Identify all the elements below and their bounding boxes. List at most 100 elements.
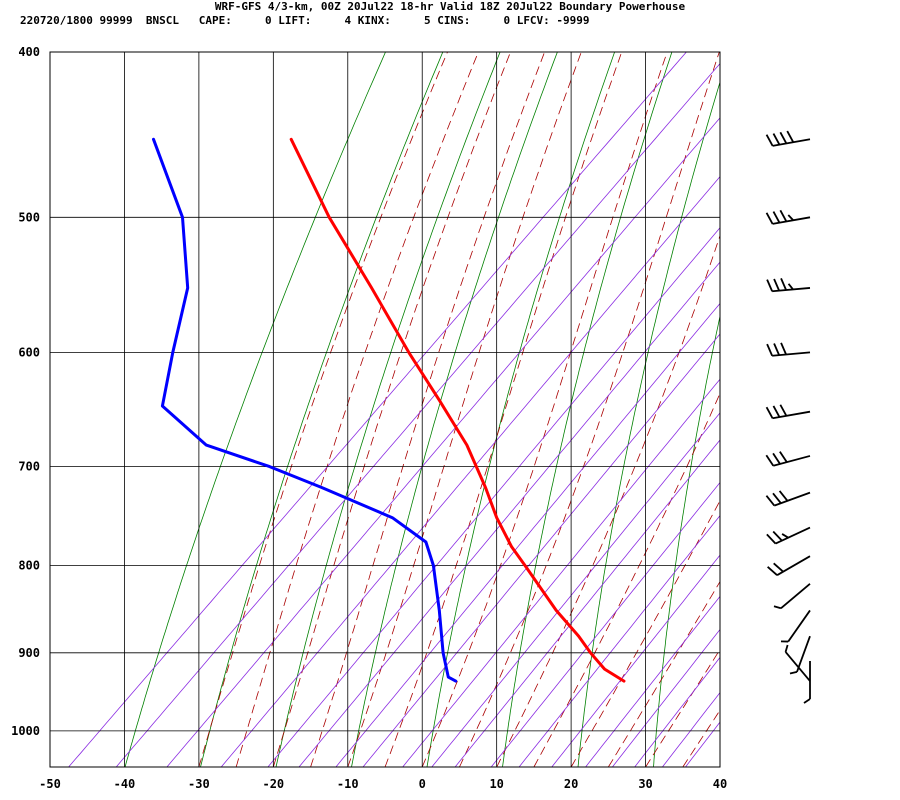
x-tick-label: 40: [713, 777, 727, 791]
dry-adiabat: [653, 314, 720, 767]
wind-barb-feather: [772, 405, 781, 418]
dry-adiabat: [805, 52, 900, 767]
x-tick-label: -50: [39, 777, 61, 791]
wind-barb: [780, 609, 811, 643]
wind-barb-feather: [773, 605, 782, 610]
y-tick-label: 700: [18, 460, 40, 474]
moist-adiabat: [310, 52, 545, 767]
wind-barb-feather: [779, 451, 788, 463]
wind-barb-feather: [765, 134, 774, 147]
wind-barb-feather: [789, 670, 798, 675]
thermo-background: [68, 52, 900, 767]
temperature-line: [289, 137, 626, 683]
wind-barb: [766, 526, 811, 545]
wind-barb: [784, 644, 811, 682]
dry-adiabat: [502, 52, 673, 767]
y-tick-label: 500: [18, 210, 40, 224]
wind-barb-feather: [765, 212, 774, 225]
dry-adiabat: [275, 52, 501, 767]
y-tick-label: 600: [18, 345, 40, 359]
moist-adiabat: [421, 52, 668, 767]
mixing-ratio-line: [267, 227, 720, 767]
wind-barb: [765, 404, 811, 420]
wind-barb-feather: [787, 214, 794, 221]
wind-barb: [789, 635, 811, 675]
wind-barb-feather: [803, 698, 811, 704]
x-tick-label: 20: [564, 777, 578, 791]
wind-barb-feather: [781, 533, 789, 539]
wind-barb-feather: [765, 495, 775, 507]
wind-barb-shaft: [776, 555, 811, 576]
wind-barb: [773, 583, 811, 610]
dry-adiabat: [880, 52, 900, 767]
wind-barb-shaft: [780, 583, 811, 609]
mixing-ratio-line: [585, 595, 720, 767]
y-tick-label: 800: [18, 559, 40, 573]
wind-barb-shaft: [775, 526, 811, 545]
mixing-ratio-line: [115, 62, 720, 767]
x-tick-label: -10: [337, 777, 359, 791]
mixing-ratio-line: [68, 52, 687, 767]
dry-adiabat: [577, 80, 720, 767]
moist-adiabat: [384, 52, 623, 767]
mixing-ratio-line: [362, 333, 720, 767]
mixing-ratio-line: [634, 656, 720, 767]
x-tick-labels: -50 -40 -30 -20 -10 0 10 20 30 40: [39, 777, 727, 791]
x-tick-label: -30: [188, 777, 210, 791]
wind-barb-feather: [772, 452, 781, 465]
mixing-ratio-line: [166, 117, 720, 767]
wind-barb-feather: [779, 209, 788, 222]
wind-barb-feather: [787, 283, 794, 290]
moist-adiabat: [459, 52, 720, 767]
mixing-ratio-line: [454, 439, 720, 767]
mixing-ratio-line: [518, 514, 720, 767]
wind-barb-feather: [772, 211, 781, 224]
wind-barb: [766, 342, 811, 357]
dewpoint-line: [152, 137, 458, 683]
y-tick-label: 900: [18, 646, 40, 660]
wind-barb-feather: [773, 343, 780, 356]
dry-adiabat: [426, 52, 615, 767]
x-tick-label: 30: [638, 777, 652, 791]
wind-barb-feather: [780, 342, 787, 355]
y-tick-label: 1000: [11, 724, 40, 738]
wind-barb-feather: [784, 644, 789, 653]
moist-adiabat: [719, 766, 720, 767]
x-tick-label: -40: [114, 777, 136, 791]
mixing-ratio-line: [402, 378, 720, 767]
moist-adiabat: [347, 52, 582, 767]
mixing-ratio-line: [612, 628, 720, 767]
plot-frame: [49, 51, 721, 768]
mixing-ratio-line: [431, 412, 720, 767]
wind-barb: [765, 209, 811, 225]
wind-barb-feather: [786, 130, 795, 143]
wind-barb-shaft: [773, 491, 811, 507]
y-tick-label: 400: [18, 45, 40, 59]
wind-barb-feather: [780, 278, 787, 291]
wind-barb-feather: [765, 406, 774, 419]
wind-barb: [765, 451, 811, 467]
wind-barb-feather: [765, 454, 775, 467]
x-tick-label: 10: [489, 777, 503, 791]
moist-adiabat: [272, 52, 511, 767]
plot-area: [50, 52, 720, 767]
wind-barb: [767, 555, 811, 576]
x-tick-label: 0: [419, 777, 426, 791]
wind-barb-feather: [767, 566, 778, 576]
mixing-ratio-line: [490, 481, 720, 767]
moist-adiabat: [496, 234, 720, 767]
mixing-ratio-line: [335, 302, 720, 767]
wind-barb-feather: [766, 343, 773, 357]
wind-barb-shaft: [796, 635, 811, 673]
wind-barb: [765, 490, 811, 507]
sounding-series: [152, 137, 626, 683]
wind-barb-feather: [772, 530, 783, 542]
wind-barb-shaft: [784, 651, 811, 682]
wind-barb-feather: [779, 131, 788, 144]
chart-title: WRF-GFS 4/3-km, 00Z 20Jul22 18-hr Valid …: [214, 0, 686, 13]
wind-barb-feather: [778, 490, 789, 502]
wind-barb-feather: [773, 562, 784, 573]
wind-barb-feather: [766, 533, 777, 545]
wind-barb: [803, 660, 811, 704]
wind-barb-feather: [766, 279, 773, 292]
